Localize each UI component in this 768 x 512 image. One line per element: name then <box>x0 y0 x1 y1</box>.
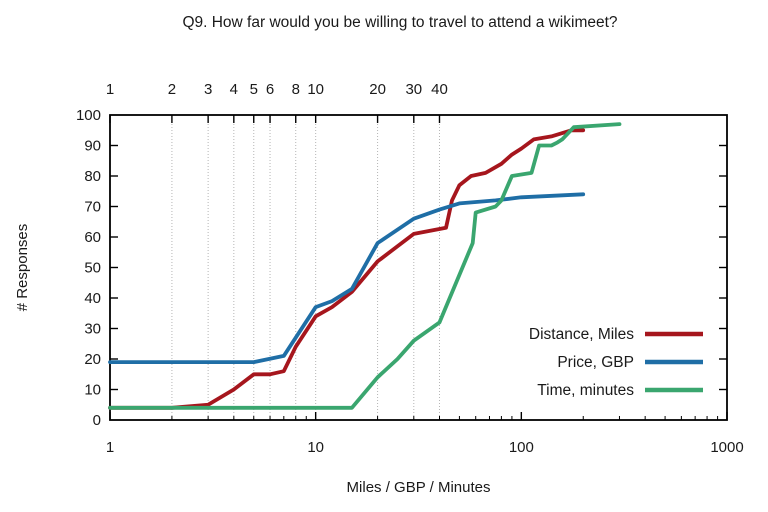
top-axis-tick-label: 1 <box>106 81 114 98</box>
legend-label: Time, minutes <box>537 382 634 399</box>
y-axis-title: # Responses <box>14 224 31 312</box>
top-axis-tick-label: 8 <box>292 81 300 98</box>
top-axis-tick-label: 3 <box>204 81 212 98</box>
series-line-distance-miles <box>108 128 586 410</box>
top-axis-tick-label: 5 <box>250 81 258 98</box>
legend <box>645 331 703 393</box>
y-tick-label: 100 <box>76 107 101 124</box>
top-axis-tick-label: 10 <box>307 81 324 98</box>
y-tick-label: 20 <box>84 351 101 368</box>
top-axis-tick-label: 2 <box>168 81 176 98</box>
top-axis-tick-label: 40 <box>431 81 448 98</box>
top-axis-tick-label: 6 <box>266 81 274 98</box>
series-line-price-gbp <box>108 192 586 365</box>
axis-ticks <box>109 115 728 420</box>
y-tick-label: 90 <box>84 138 101 155</box>
x-tick-label: 100 <box>509 439 534 456</box>
y-tick-label: 70 <box>84 199 101 216</box>
series-line-time-minutes <box>108 122 622 410</box>
y-tick-label: 60 <box>84 229 101 246</box>
x-axis-title: Miles / GBP / Minutes <box>347 479 491 496</box>
legend-label: Distance, Miles <box>529 326 634 343</box>
top-axis-tick-label: 30 <box>405 81 422 98</box>
y-tick-label: 80 <box>84 168 101 185</box>
legend-label: Price, GBP <box>557 354 634 371</box>
y-tick-label: 10 <box>84 382 101 399</box>
top-axis-tick-label: 4 <box>230 81 238 98</box>
x-tick-label: 1 <box>106 439 114 456</box>
y-tick-label: 40 <box>84 290 101 307</box>
y-tick-label: 0 <box>93 412 101 429</box>
x-tick-label: 10 <box>307 439 324 456</box>
top-axis-tick-label: 20 <box>369 81 386 98</box>
y-tick-label: 50 <box>84 260 101 277</box>
x-tick-label: 1000 <box>710 439 743 456</box>
chart-title: Q9. How far would you be willing to trav… <box>182 14 617 31</box>
y-tick-label: 30 <box>84 321 101 338</box>
